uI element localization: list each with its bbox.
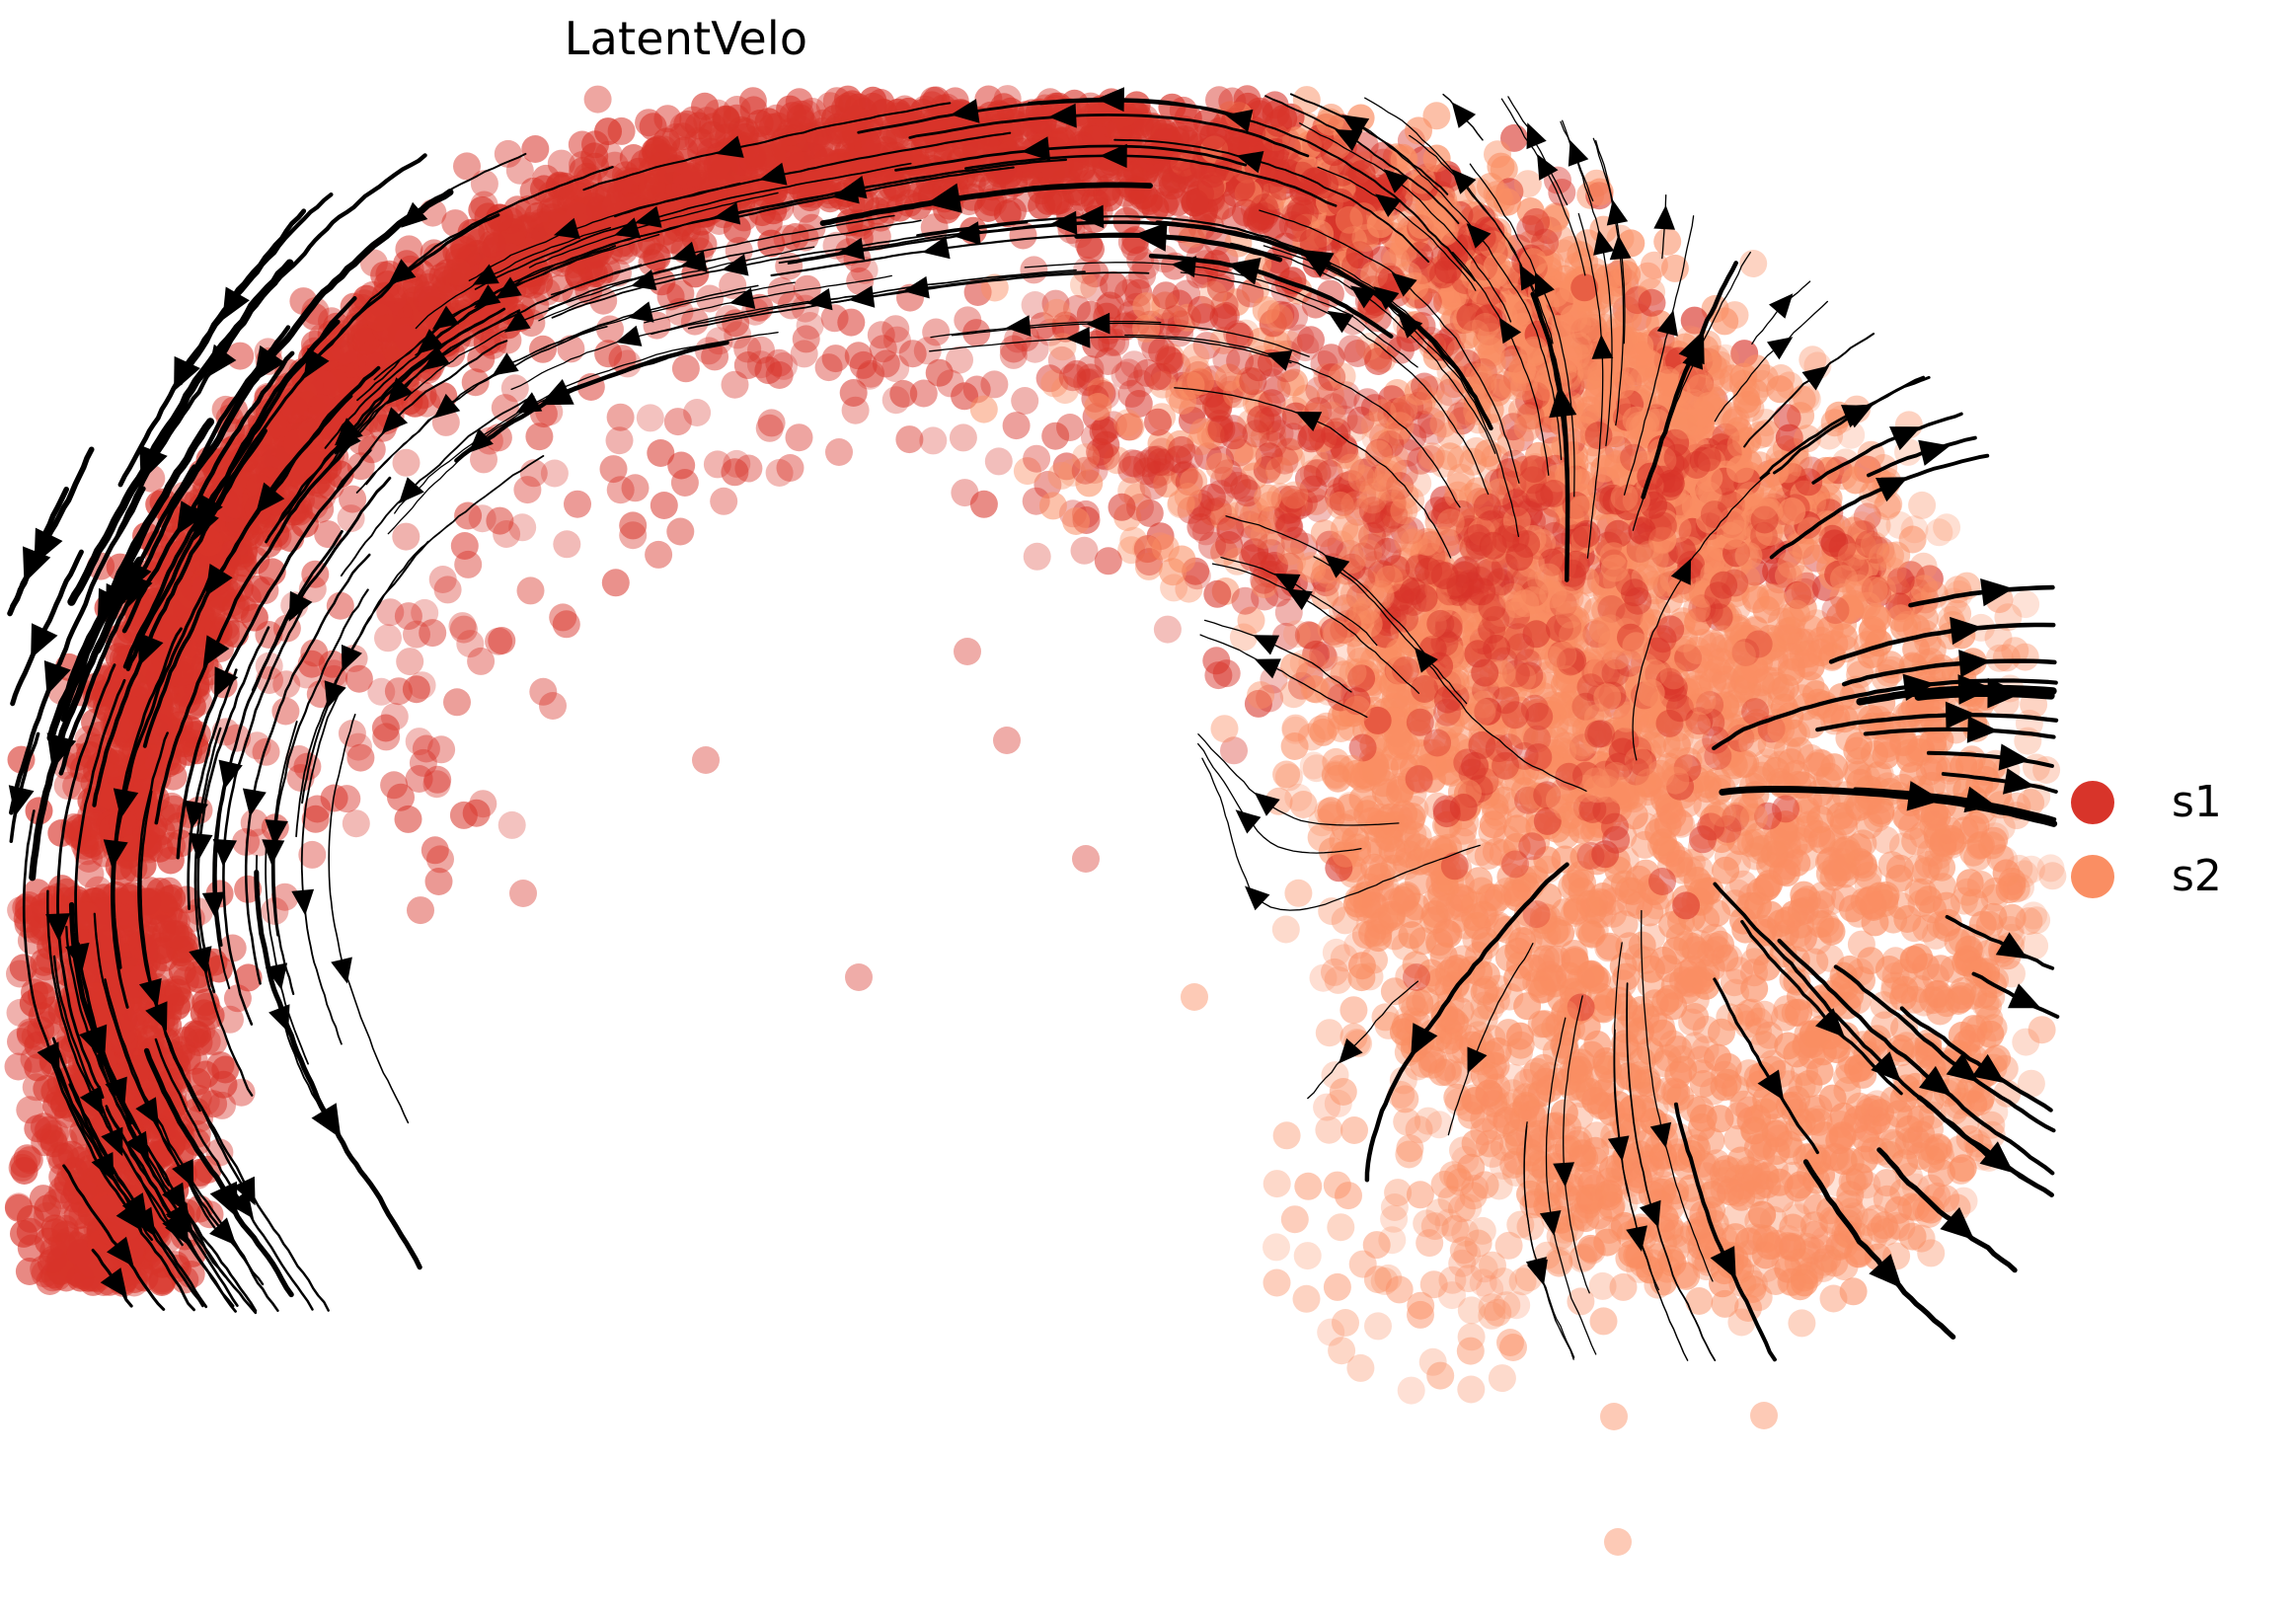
legend-label-s1: s1 — [2172, 776, 2222, 827]
streamlines-layer — [7, 87, 2060, 1362]
legend-label-s2: s2 — [2172, 850, 2222, 901]
legend-swatch-s2 — [2071, 854, 2114, 898]
legend-item-s1[interactable]: s1 — [2071, 765, 2278, 839]
legend: s1 s2 — [2071, 765, 2278, 913]
page-title: LatentVelo — [564, 12, 808, 65]
legend-swatch-s1 — [2071, 780, 2114, 824]
legend-item-s2[interactable]: s2 — [2071, 839, 2278, 913]
